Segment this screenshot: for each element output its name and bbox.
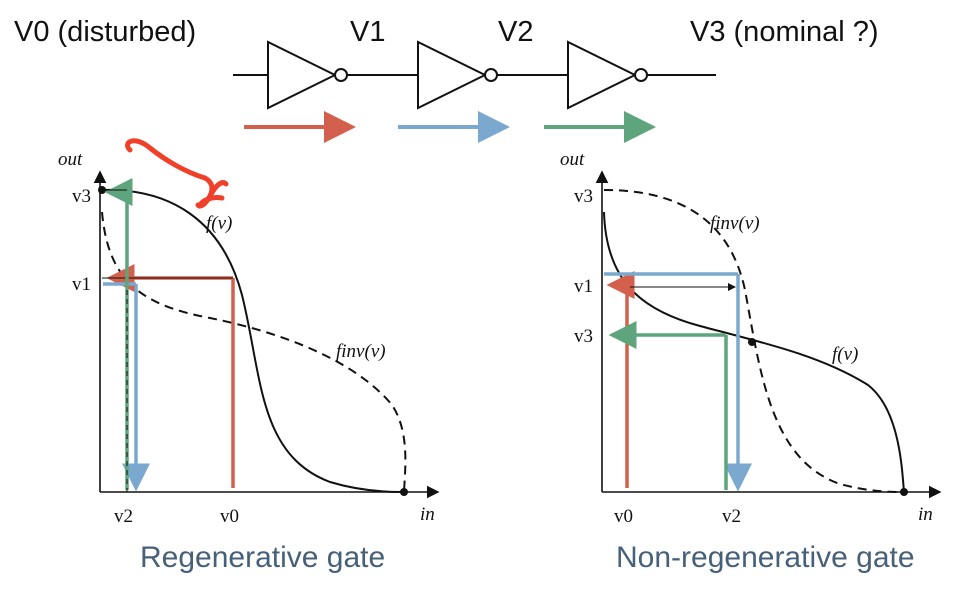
- left-axis-in-label: in: [420, 504, 435, 525]
- label-v0-disturbed: V0 (disturbed): [14, 16, 197, 48]
- inverter-chain: [233, 40, 716, 110]
- right-y-label-v3-top: v3: [574, 186, 593, 207]
- right-finv-curve: [603, 189, 905, 493]
- left-f-curve: [101, 188, 403, 493]
- right-f-label: f(v): [832, 344, 858, 365]
- label-v3-nominal: V3 (nominal ?): [690, 16, 879, 48]
- inverter-2: [417, 40, 498, 110]
- caption-regenerative: Regenerative gate: [140, 541, 386, 574]
- inverter-3: [567, 40, 648, 110]
- left-plot: out in f(v) finv(v) v3 v1 v2 v0: [58, 138, 440, 527]
- left-point-bottom: [400, 488, 408, 496]
- left-x-label-v2: v2: [114, 506, 133, 527]
- right-axis-in-label: in: [918, 504, 933, 525]
- right-f-curve: [603, 211, 905, 493]
- right-x-label-v2: v2: [722, 506, 741, 527]
- right-plot: out in finv(v) f(v) v3 v1 v3 v0 v2: [560, 149, 942, 527]
- inverter-1: [267, 40, 348, 110]
- label-v1: V1: [350, 16, 386, 48]
- label-v2: V2: [498, 16, 534, 48]
- left-y-label-v1: v1: [72, 274, 91, 295]
- right-point-bottom: [900, 488, 908, 496]
- right-y-label-v1: v1: [574, 276, 593, 297]
- left-finv-label: finv(v): [336, 341, 386, 362]
- left-f-label: f(v): [206, 213, 232, 234]
- right-finv-label: finv(v): [710, 213, 760, 234]
- caption-non-regenerative: Non-regenerative gate: [616, 541, 915, 574]
- left-axis-out-label: out: [58, 149, 83, 170]
- right-y-label-v3: v3: [574, 326, 593, 347]
- right-point-crossing: [748, 338, 756, 346]
- left-x-label-v0: v0: [220, 506, 239, 527]
- right-x-label-v0: v0: [614, 506, 633, 527]
- right-axis-out-label: out: [560, 149, 585, 170]
- handwritten-annotation: [125, 138, 229, 209]
- left-y-label-v3: v3: [72, 186, 91, 207]
